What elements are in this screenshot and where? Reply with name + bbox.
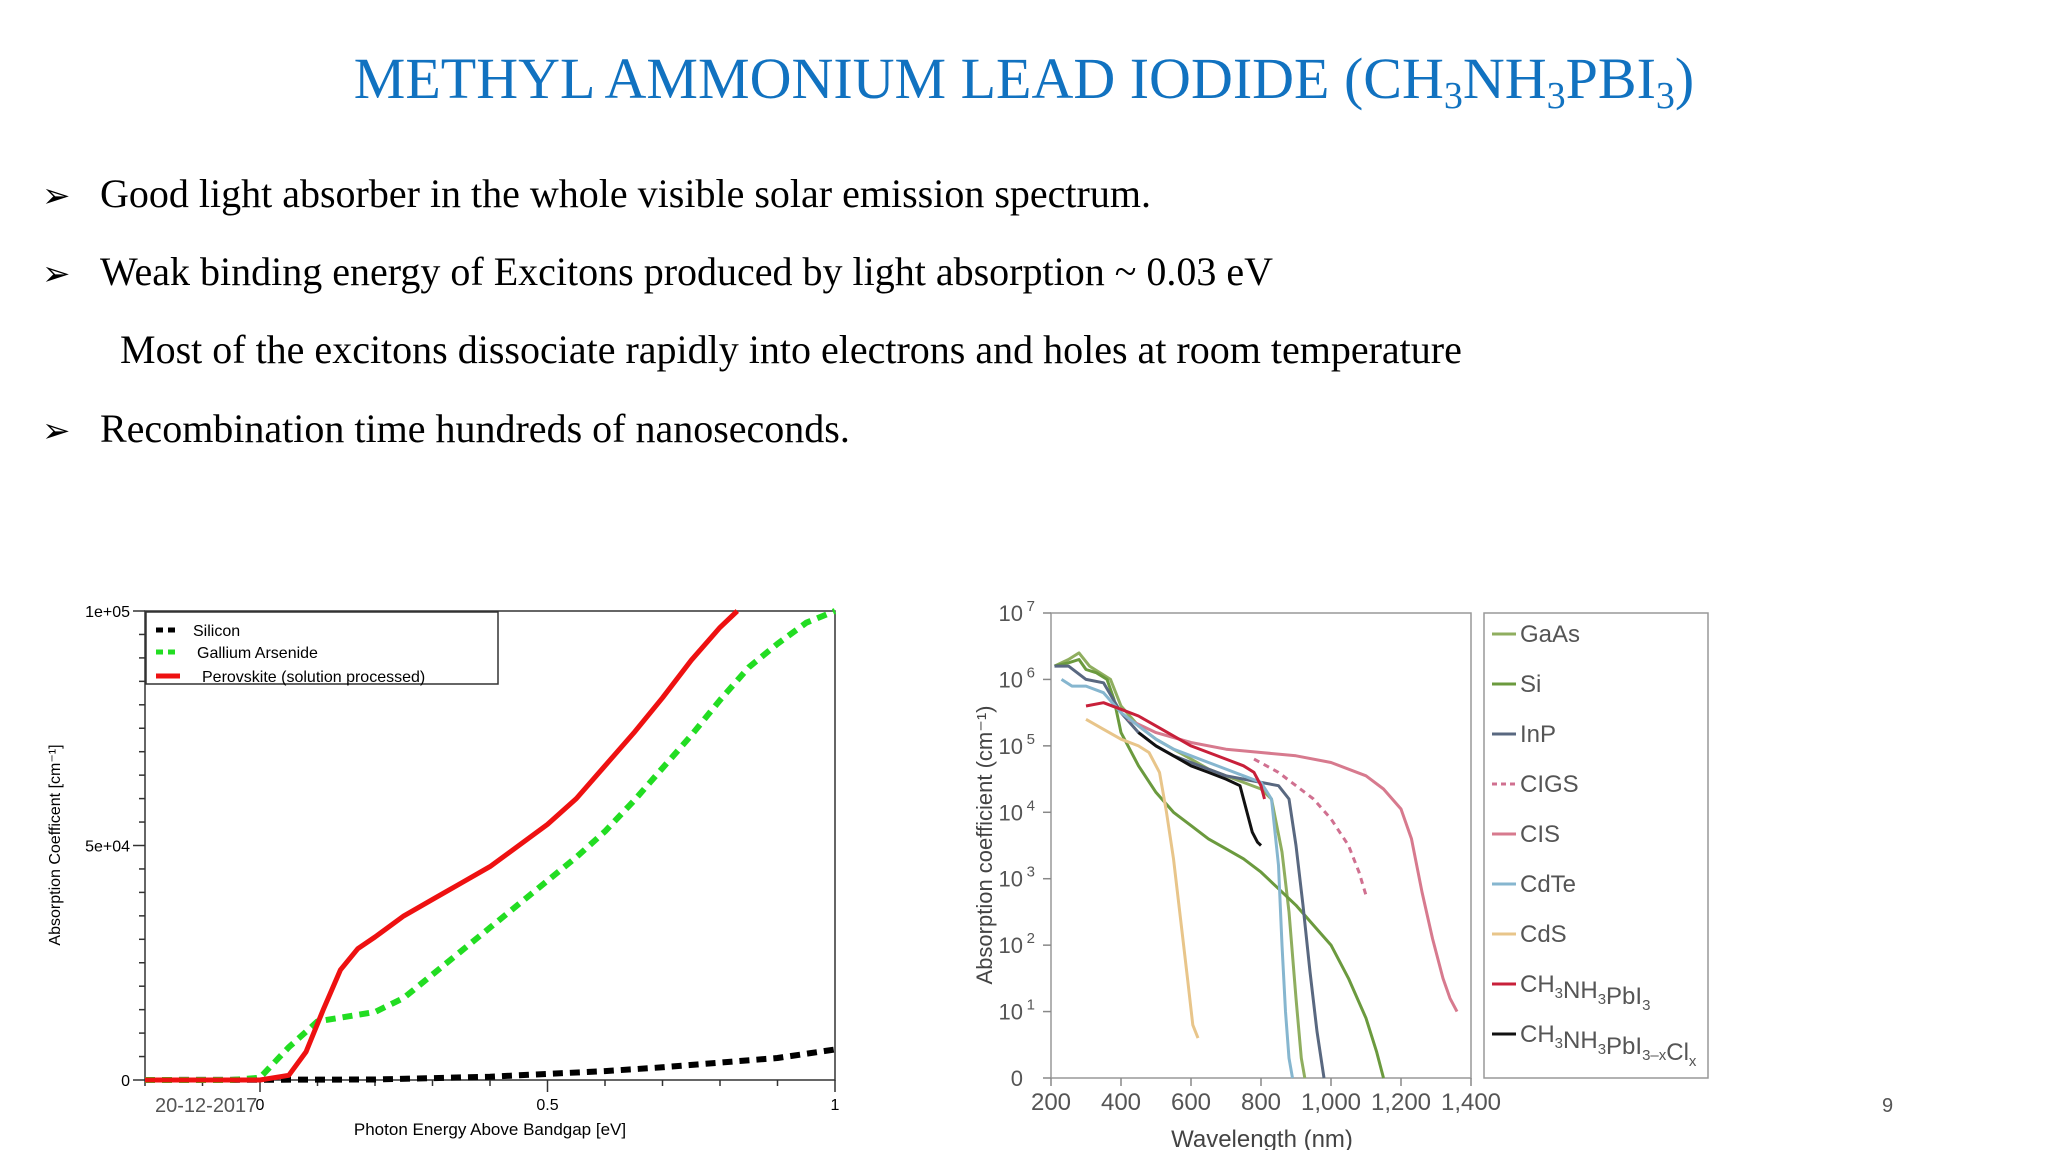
legend-label-cigs: CIGS: [1520, 771, 1579, 798]
x-tick-label: 1: [831, 1097, 840, 1114]
x-tick-label: 600: [1171, 1089, 1211, 1116]
legend-label-silicon: Silicon: [193, 623, 240, 640]
arrowhead-bullet-icon: ➢: [42, 254, 71, 294]
series-line-ch3nh3pbi3-xclx: [1137, 731, 1263, 847]
arrowhead-bullet-icon: ➢: [42, 411, 71, 451]
slide-date: 20-12-2017: [155, 1095, 258, 1117]
y-tick-exponent: 1: [1027, 997, 1035, 1014]
y-tick-label: 10: [999, 734, 1023, 759]
x-tick-label: 400: [1101, 1089, 1141, 1116]
plot-frame: [1050, 612, 1472, 1079]
legend-label-cds: CdS: [1520, 921, 1567, 948]
y-tick-label: 0: [1011, 1066, 1023, 1091]
series-line-cdte: [1060, 678, 1294, 1079]
y-axis-label: Absorption Coefficent [cm⁻¹]: [47, 744, 64, 945]
series-line-ch3nh3pbi3: [1085, 701, 1266, 800]
y-tick-exponent: 3: [1027, 864, 1035, 881]
y-tick-exponent: 5: [1027, 731, 1035, 748]
legend-box: [1483, 612, 1709, 1079]
y-tick-exponent: 2: [1027, 930, 1035, 947]
y-tick-label: 10: [999, 800, 1023, 825]
legend-label-gaas: GaAs: [1520, 621, 1580, 648]
legend-label-ch3nh3pbi3-xclx: CH3NH3PbI3–xClx: [1520, 1021, 1697, 1070]
series-line-cis: [1127, 717, 1459, 1013]
series-line-cds: [1085, 717, 1200, 1039]
legend-label-si: Si: [1520, 671, 1541, 698]
x-tick-label: 0: [256, 1097, 265, 1114]
bullet-item: ➢ Good light absorber in the whole visibl…: [42, 170, 1151, 220]
x-tick-label: 1,400: [1441, 1089, 1501, 1116]
series-line-silicon: [144, 1046, 836, 1083]
series-line-si: [1054, 658, 1385, 1079]
x-axis-label: Photon Energy Above Bandgap [eV]: [354, 1120, 626, 1139]
x-tick-label: 200: [1031, 1089, 1071, 1116]
y-tick-label: 0: [121, 1073, 130, 1090]
bullet-item: ➢ Recombination time hundreds of nanoseco…: [42, 405, 850, 455]
series-line-cigs: [1253, 757, 1368, 896]
series-line-gaas: [1053, 651, 1307, 1079]
y-axis-label: Absorption coefficient (cm⁻¹): [972, 706, 997, 985]
bullet-subline: Most of the excitons dissociate rapidly …: [120, 327, 1462, 372]
y-tick-label: 5e+04: [85, 839, 130, 856]
legend-label-gallium-arsenide: Gallium Arsenide: [197, 645, 318, 662]
y-tick-exponent: 4: [1027, 797, 1035, 814]
y-tick-label: 10: [999, 601, 1023, 626]
y-tick-label: 10: [999, 933, 1023, 958]
y-tick-exponent: 6: [1027, 664, 1035, 681]
series-line-inp: [1054, 664, 1326, 1079]
y-tick-exponent: 7: [1027, 598, 1035, 615]
arrowhead-bullet-icon: ➢: [42, 176, 71, 216]
x-tick-label: 0.5: [536, 1097, 558, 1114]
x-axis-label: Wavelength (nm): [1171, 1126, 1353, 1150]
y-tick-label: 10: [999, 1000, 1023, 1025]
page-number: 9: [1882, 1095, 1894, 1117]
y-tick-label: 10: [999, 667, 1023, 692]
x-tick-label: 1,000: [1301, 1089, 1361, 1116]
series-line-gallium-arsenide: [145, 608, 837, 1083]
slide-title: METHYL AMMONIUM LEAD IODIDE (CH3NH3PBI3): [353, 46, 1695, 117]
legend-label-cis: CIS: [1520, 821, 1560, 848]
bullet-item: ➢ Weak binding energy of Excitons produce…: [42, 248, 1273, 298]
legend-label-inp: InP: [1520, 721, 1556, 748]
legend-box: [145, 611, 499, 685]
x-tick-label: 800: [1241, 1089, 1281, 1116]
series-line-perovskite-solution-processed: [145, 609, 740, 1083]
legend-label-cdte: CdTe: [1520, 871, 1576, 898]
y-tick-label: 10: [999, 867, 1023, 892]
x-tick-label: 1,200: [1371, 1089, 1431, 1116]
y-tick-label: 1e+05: [85, 604, 130, 621]
absorption-vs-photon-energy-chart: 0 0.5 1 0 5e+04 1e+05 Silicon Gallium Arsenid…: [47, 604, 840, 1139]
legend-label-ch3nh3pbi3: CH3NH3PbI3: [1520, 971, 1650, 1014]
legend-label-perovskite: Perovskite (solution processed): [202, 669, 425, 686]
